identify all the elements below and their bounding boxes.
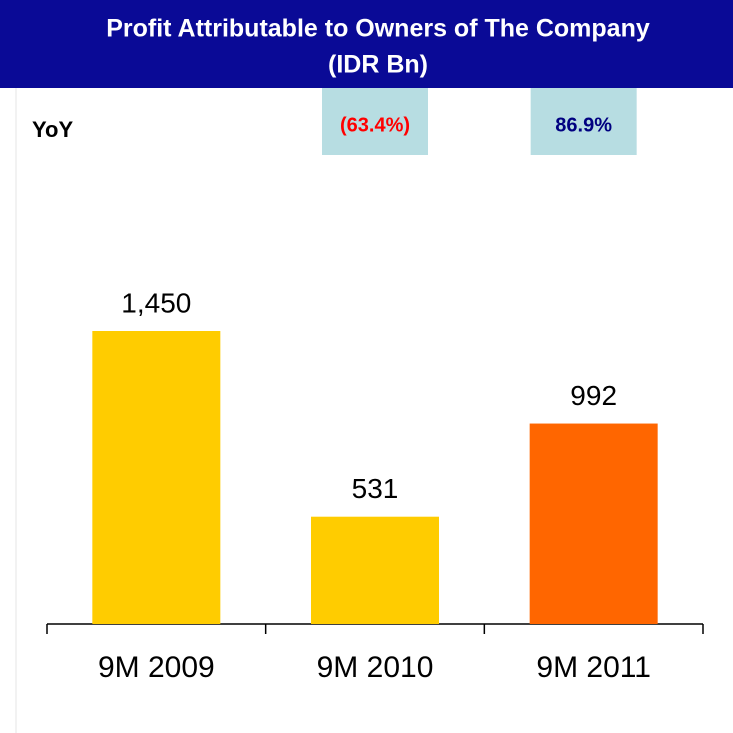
- value-label: 1,450: [121, 287, 191, 318]
- value-label: 992: [570, 380, 617, 411]
- title-band: [0, 0, 733, 88]
- bar: [92, 331, 221, 624]
- yoy-box: [530, 88, 637, 155]
- x-tick-label: 9M 2009: [98, 651, 215, 684]
- yoy-box: [322, 88, 428, 155]
- value-label: 531: [352, 473, 399, 504]
- yoy-value: 86.9%: [555, 114, 612, 136]
- bar: [311, 516, 439, 624]
- yoy-label: YoY: [32, 117, 73, 142]
- yoy-value: (63.4%): [340, 114, 410, 136]
- bar: [529, 423, 658, 624]
- chart-title: Profit Attributable to Owners of The Com…: [106, 15, 650, 43]
- chart-subtitle: (IDR Bn): [328, 51, 428, 79]
- x-tick-label: 9M 2011: [536, 651, 651, 684]
- x-tick-label: 9M 2010: [317, 651, 434, 684]
